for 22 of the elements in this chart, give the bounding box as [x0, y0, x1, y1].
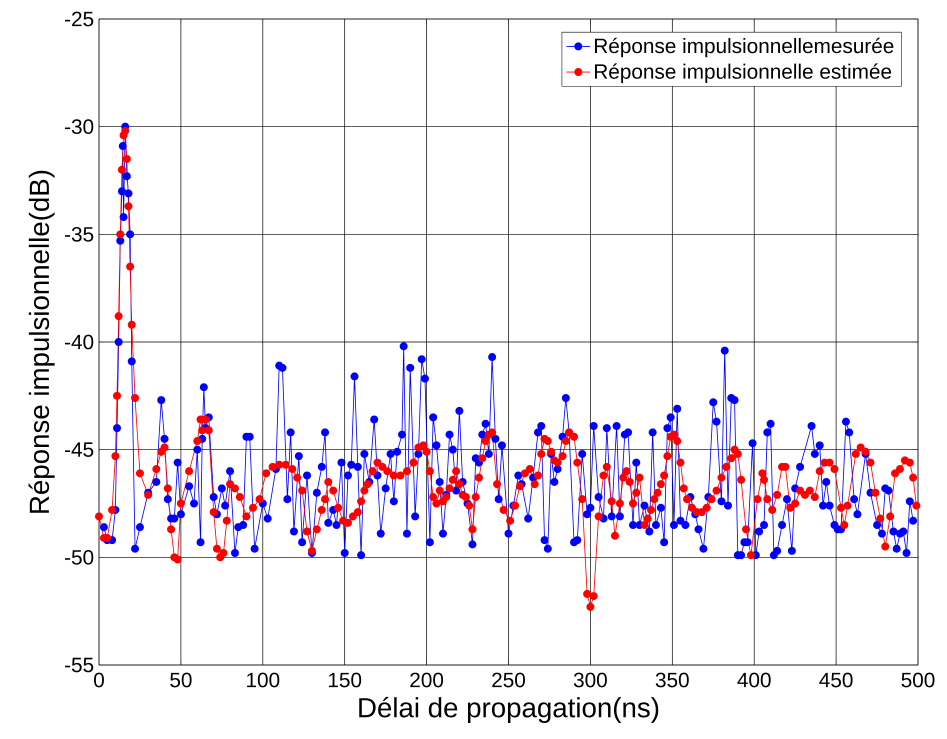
x-tick-label: 0: [94, 672, 104, 688]
y-tick-label: -40: [65, 334, 94, 350]
y-tick-label: -25: [65, 12, 94, 26]
x-tick-label: 150: [328, 672, 362, 688]
legend-label: Réponse impulsionnelle estimée: [594, 63, 892, 83]
x-tick-label: 200: [410, 672, 444, 688]
y-axis-title: Réponse impulsionnelle(dB): [28, 170, 55, 513]
y-tick-label: -55: [65, 658, 94, 672]
y-tick-label: -35: [65, 226, 94, 242]
x-tick-label: 250: [492, 672, 525, 688]
y-tick-label: -45: [65, 442, 94, 457]
x-tick-label: 500: [902, 672, 934, 688]
x-tick-label: 50: [170, 672, 192, 688]
legend-label: Réponse impulsionnellemesurée: [594, 38, 894, 58]
x-tick-label: 400: [737, 672, 771, 688]
x-tick-label: 300: [574, 672, 607, 688]
x-axis-title: Délai de propagation(ns): [359, 696, 658, 723]
y-tick-label: -30: [65, 119, 94, 134]
x-tick-label: 100: [247, 672, 280, 688]
x-tick-label: 450: [819, 672, 853, 688]
x-tick-label: 350: [656, 672, 689, 688]
y-tick-label: -50: [65, 550, 94, 565]
